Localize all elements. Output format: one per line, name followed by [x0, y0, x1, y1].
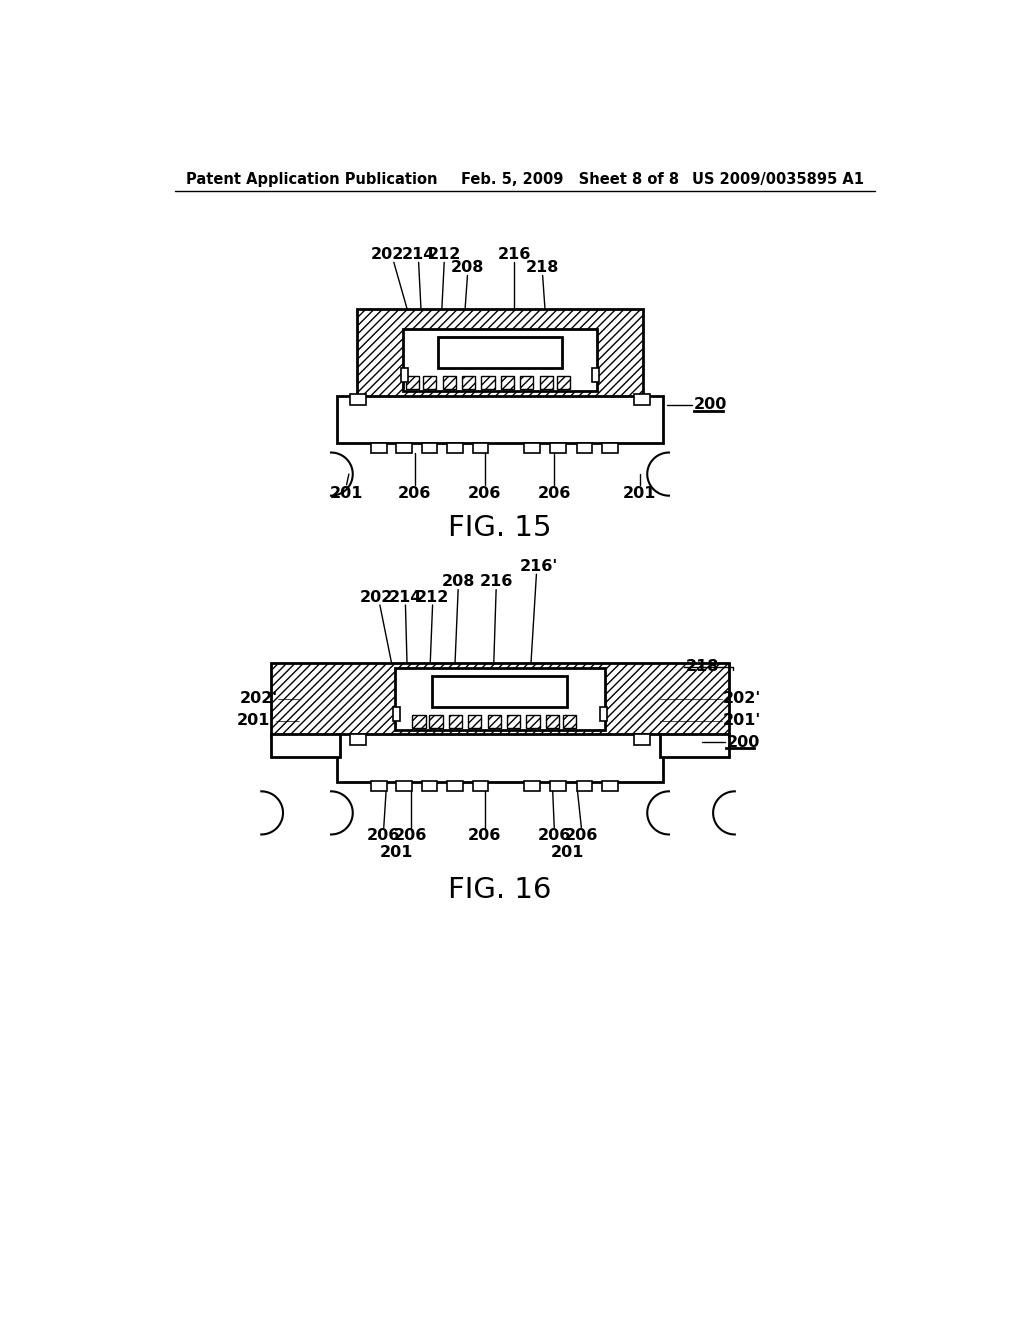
- Text: 201: 201: [380, 845, 414, 861]
- Bar: [526, 715, 540, 729]
- Text: 218: 218: [526, 260, 559, 276]
- Bar: [403, 330, 597, 391]
- Bar: [602, 781, 617, 792]
- Text: Feb. 5, 2009   Sheet 8 of 8: Feb. 5, 2009 Sheet 8 of 8: [461, 172, 679, 186]
- Bar: [487, 715, 501, 729]
- Text: 206: 206: [538, 486, 571, 500]
- Text: 201: 201: [623, 486, 656, 500]
- Bar: [422, 442, 437, 453]
- Bar: [442, 376, 456, 389]
- Bar: [524, 781, 540, 792]
- Bar: [557, 376, 569, 389]
- Bar: [507, 715, 520, 729]
- Text: 216': 216': [519, 558, 558, 574]
- Text: 201': 201': [237, 713, 275, 729]
- Bar: [468, 715, 481, 729]
- Bar: [438, 337, 562, 368]
- Bar: [432, 676, 567, 706]
- Bar: [337, 396, 663, 444]
- Bar: [372, 442, 387, 453]
- Bar: [395, 668, 604, 730]
- Text: 212: 212: [427, 247, 461, 263]
- Bar: [546, 715, 559, 729]
- Text: 202: 202: [371, 247, 404, 263]
- Bar: [271, 663, 729, 737]
- Text: 202: 202: [359, 590, 392, 605]
- Text: 206: 206: [394, 829, 428, 843]
- Bar: [396, 442, 412, 453]
- Bar: [449, 715, 462, 729]
- Bar: [550, 781, 566, 792]
- Text: 201': 201': [723, 713, 762, 729]
- Bar: [520, 376, 534, 389]
- Bar: [447, 781, 463, 792]
- Bar: [407, 376, 420, 389]
- Bar: [577, 781, 592, 792]
- Text: FIG. 16: FIG. 16: [449, 876, 552, 904]
- Bar: [393, 706, 400, 721]
- Bar: [563, 715, 575, 729]
- Bar: [396, 781, 412, 792]
- Bar: [602, 442, 617, 453]
- Text: 216: 216: [498, 247, 530, 263]
- Bar: [577, 442, 592, 453]
- Text: 218: 218: [686, 659, 720, 675]
- Text: 206: 206: [468, 829, 501, 843]
- Text: US 2009/0035895 A1: US 2009/0035895 A1: [692, 172, 864, 186]
- Text: 208: 208: [441, 574, 475, 590]
- Text: 216: 216: [479, 574, 513, 590]
- Text: 214: 214: [389, 590, 422, 605]
- Bar: [501, 376, 514, 389]
- Bar: [350, 734, 366, 744]
- Bar: [540, 376, 553, 389]
- Text: 206: 206: [538, 829, 571, 843]
- Bar: [356, 309, 643, 397]
- Bar: [423, 376, 436, 389]
- Text: 201: 201: [551, 845, 584, 861]
- Bar: [634, 734, 649, 744]
- Text: 200: 200: [693, 397, 727, 412]
- Text: FIG. 15: FIG. 15: [449, 513, 552, 543]
- Text: 206: 206: [398, 486, 431, 500]
- Bar: [462, 376, 475, 389]
- Text: 200: 200: [726, 734, 760, 750]
- Bar: [447, 442, 463, 453]
- Bar: [550, 442, 566, 453]
- Bar: [337, 734, 663, 781]
- Bar: [271, 734, 340, 758]
- Text: 208: 208: [451, 260, 484, 276]
- Bar: [413, 715, 426, 729]
- Bar: [400, 368, 408, 381]
- Bar: [481, 376, 495, 389]
- Bar: [524, 442, 540, 453]
- Bar: [422, 781, 437, 792]
- Text: 206: 206: [367, 829, 400, 843]
- Bar: [634, 395, 649, 405]
- Bar: [600, 706, 607, 721]
- Bar: [592, 368, 599, 381]
- Text: Patent Application Publication: Patent Application Publication: [186, 172, 437, 186]
- Text: 201: 201: [330, 486, 364, 500]
- Bar: [350, 395, 366, 405]
- Text: 202': 202': [240, 692, 278, 706]
- Bar: [660, 734, 729, 758]
- Bar: [473, 781, 488, 792]
- Text: 214: 214: [402, 247, 435, 263]
- Text: 212: 212: [416, 590, 450, 605]
- Text: 206: 206: [564, 829, 598, 843]
- Bar: [429, 715, 442, 729]
- Bar: [473, 442, 488, 453]
- Text: 206: 206: [468, 486, 501, 500]
- Text: 202': 202': [723, 692, 762, 706]
- Bar: [372, 781, 387, 792]
